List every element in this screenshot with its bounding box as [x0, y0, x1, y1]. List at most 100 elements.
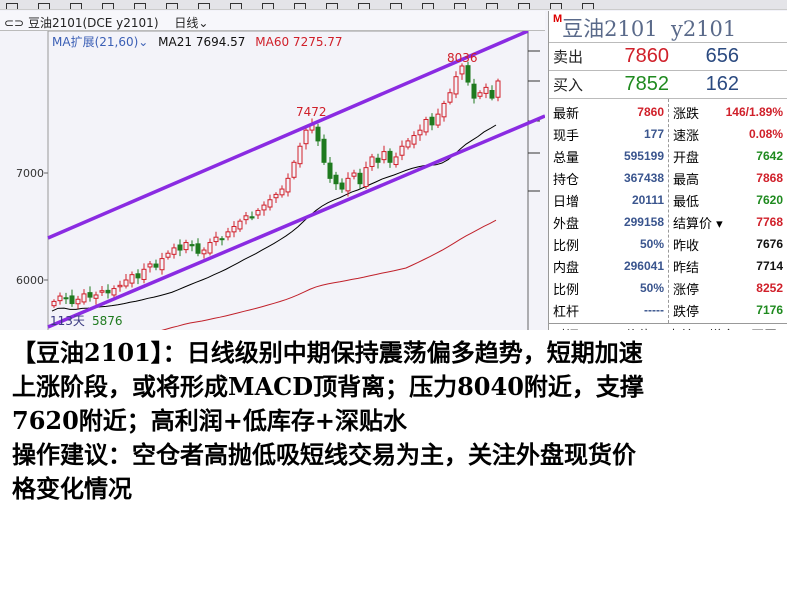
link-icon[interactable]: ⊂⊃: [4, 16, 25, 30]
candle: [423, 119, 429, 133]
candle: [81, 293, 87, 303]
indicator-select[interactable]: MA扩展(21,60)⌄: [52, 35, 149, 49]
quote-row: 最新 7860: [553, 101, 664, 123]
tool-icon[interactable]: [550, 3, 562, 9]
tool-icon[interactable]: [262, 3, 274, 9]
annotation-high2: 8036: [447, 51, 478, 65]
tool-icon[interactable]: [102, 3, 114, 9]
quote-row: 内盘 296041: [553, 255, 664, 277]
annotation-low: 5876: [92, 314, 123, 328]
tool-icon[interactable]: [198, 3, 210, 9]
quote-value: -----: [644, 303, 664, 317]
symbol-label: 豆油2101(DCE y2101): [27, 16, 159, 30]
quote-label: 最高: [673, 172, 700, 188]
quote-title: M豆油2101 y2101: [549, 11, 787, 43]
tool-icon[interactable]: [166, 3, 178, 9]
ma60-line: [157, 219, 497, 331]
candle: [99, 290, 105, 293]
candle: [87, 292, 93, 298]
quote-row: 日增 20111: [553, 189, 664, 211]
candle: [243, 215, 249, 221]
candle: [453, 76, 459, 95]
tool-icon[interactable]: [390, 3, 402, 9]
quote-value: 7676: [756, 237, 783, 251]
kline-chart[interactable]: 7000 6000 7472 8036 113天 5876 MA扩展(21,60)⌄ MA…: [0, 31, 545, 331]
quote-row: 结算价 ▾ 7768: [673, 211, 783, 233]
quote-value: 7620: [756, 193, 783, 207]
quote-label: 比例: [553, 238, 580, 254]
candle: [321, 138, 327, 163]
candle: [477, 92, 483, 97]
quote-label: 外盘: [553, 216, 580, 232]
quote-row: 开盘 7642: [673, 145, 783, 167]
candle: [363, 167, 369, 187]
quote-row: 现手 177: [553, 123, 664, 145]
period-select[interactable]: 日线⌄: [174, 16, 208, 30]
period-label: 日线: [174, 16, 199, 30]
candle: [171, 247, 177, 255]
quote-value: 296041: [623, 259, 664, 273]
candle: [261, 204, 267, 211]
quote-title-text: 豆油2101 y2101: [562, 17, 737, 41]
tool-icon[interactable]: [454, 3, 466, 9]
quote-value: 7714: [756, 259, 783, 273]
ma-legend: MA扩展(21,60)⌄ MA21 7694.57 MA60 7275.77: [52, 33, 343, 50]
bid-row[interactable]: 买入 7852 162: [549, 71, 787, 99]
candle: [447, 92, 453, 103]
candle: [213, 236, 219, 243]
quote-value: 367438: [623, 171, 664, 185]
quote-value: 7642: [756, 149, 783, 163]
tool-icon[interactable]: [38, 3, 50, 9]
quote-value: 50%: [639, 281, 664, 295]
candle: [345, 177, 351, 192]
candle: [183, 242, 189, 251]
tool-icon[interactable]: [486, 3, 498, 9]
candle: [69, 295, 75, 305]
candle: [189, 244, 195, 247]
quote-label: 涨停: [673, 282, 700, 298]
candle: [369, 156, 375, 167]
tool-icon[interactable]: [422, 3, 434, 9]
quote-grid: 最新 7860 现手 177 总量 595199 持仓 367438 日增 20111 外盘 2991…: [549, 99, 787, 323]
quote-panel: M豆油2101 y2101 卖出 7860 656 买入 7852 162 最新 7860…: [548, 11, 787, 337]
candle: [63, 297, 69, 300]
tool-icon[interactable]: [134, 3, 146, 9]
quote-label: 现手: [553, 128, 580, 144]
candle: [483, 86, 489, 94]
chart-canvas[interactable]: 7000 6000 7472 8036 113天 5876: [0, 31, 545, 331]
quote-row: 最低 7620: [673, 189, 783, 211]
quote-row: 总量 595199: [553, 145, 664, 167]
ask-row[interactable]: 卖出 7860 656: [549, 43, 787, 71]
commentary-line: 【豆油2101】：日线级别中期保持震荡偏多趋势，短期加速: [12, 338, 643, 367]
candle: [147, 263, 153, 268]
tool-icon[interactable]: [230, 3, 242, 9]
tool-icon[interactable]: [6, 3, 18, 9]
candle: [495, 80, 501, 98]
quote-label: 总量: [553, 150, 580, 166]
quote-row: 跌停 7176: [673, 299, 783, 321]
candle: [417, 129, 423, 136]
quote-label: 最低: [673, 194, 700, 210]
tool-icon[interactable]: [358, 3, 370, 9]
candle: [381, 151, 387, 161]
tool-icon[interactable]: [326, 3, 338, 9]
candle: [279, 188, 285, 196]
tool-icon[interactable]: [582, 3, 594, 9]
quote-label: 速涨: [673, 128, 700, 144]
ask-qty: 656: [705, 45, 739, 67]
candle: [405, 140, 411, 148]
tool-icon[interactable]: [70, 3, 82, 9]
candle: [237, 220, 243, 230]
candle: [129, 274, 135, 284]
candle: [441, 102, 447, 118]
upper-channel-line: [47, 31, 529, 240]
candle: [105, 289, 111, 294]
lower-channel-line: [47, 114, 545, 329]
quote-col-right: 涨跌 146/1.89% 速涨 0.08% 开盘 7642 最高 7868 最低 7620 结算价 …: [668, 99, 787, 323]
tool-icon[interactable]: [294, 3, 306, 9]
commentary-line: 上涨阶段，或将形成MACD顶背离；压力8040附近，支撑: [12, 372, 644, 401]
quote-col-left: 最新 7860 现手 177 总量 595199 持仓 367438 日增 20111 外盘 2991…: [549, 99, 668, 323]
tool-icon[interactable]: [518, 3, 530, 9]
m-badge: M: [553, 13, 563, 25]
candle: [435, 113, 441, 126]
